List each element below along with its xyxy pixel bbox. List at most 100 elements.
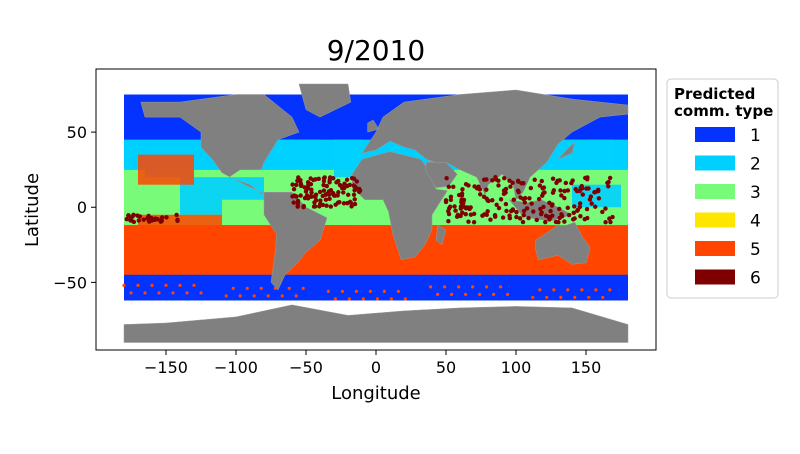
landmass-uk — [367, 119, 380, 133]
point-type-6 — [554, 180, 559, 186]
point-type-6 — [446, 184, 452, 190]
point-type-6 — [558, 188, 563, 193]
ocean-speck-type-5 — [347, 297, 351, 301]
ocean-patch-type-5 — [320, 225, 348, 253]
ocean-speck-type-5 — [552, 288, 556, 292]
landmass-australia — [535, 221, 591, 265]
landmass-south-america — [263, 191, 328, 291]
ocean-speck-type-5 — [238, 294, 242, 298]
point-type-6 — [291, 187, 297, 192]
point-type-6 — [174, 212, 179, 218]
point-type-6 — [463, 206, 469, 211]
ocean-speck-type-5 — [429, 285, 433, 289]
point-type-6 — [572, 216, 577, 221]
point-type-6 — [466, 219, 471, 224]
point-type-6 — [485, 198, 490, 203]
ocean-speck-type-5 — [566, 288, 570, 292]
point-type-6 — [494, 202, 499, 208]
point-type-6 — [471, 211, 477, 217]
ocean-speck-type-5 — [301, 286, 305, 290]
ocean-speck-type-5 — [594, 288, 598, 292]
ocean-speck-type-5 — [545, 295, 549, 300]
y-tick-label: −50 — [53, 273, 87, 292]
point-type-6 — [341, 190, 346, 195]
point-type-6 — [566, 212, 572, 218]
ocean-speck-type-5 — [354, 289, 358, 293]
point-type-6 — [521, 213, 526, 218]
landmass-eurasia — [361, 89, 629, 201]
x-tick-label: 100 — [501, 358, 532, 377]
point-type-6 — [136, 218, 141, 223]
legend-swatch-6 — [695, 269, 735, 285]
point-type-6 — [503, 201, 509, 207]
point-type-6 — [565, 205, 570, 211]
point-type-6 — [510, 180, 515, 186]
x-tick-label: 150 — [571, 358, 602, 377]
point-type-6 — [452, 204, 457, 209]
legend-label-5: 5 — [750, 240, 761, 260]
ocean-patch-type-2 — [271, 139, 320, 163]
ocean-speck-type-5 — [192, 283, 196, 287]
point-type-6 — [603, 219, 608, 225]
point-type-6 — [463, 211, 468, 217]
point-type-6 — [490, 178, 495, 183]
point-type-6 — [496, 178, 501, 183]
point-type-6 — [306, 182, 311, 188]
landmass-japan — [557, 141, 576, 160]
point-type-6 — [481, 177, 487, 182]
point-type-6 — [498, 197, 504, 202]
point-type-6 — [521, 208, 527, 214]
point-type-6 — [563, 180, 569, 186]
ocean-speck-type-5 — [164, 283, 168, 287]
point-type-6 — [349, 204, 354, 209]
ocean-speck-type-5 — [457, 285, 461, 289]
ocean-speck-type-5 — [601, 295, 605, 300]
point-type-6 — [496, 205, 502, 211]
x-tick-label: −50 — [289, 358, 323, 377]
point-type-6 — [550, 202, 555, 207]
ocean-speck-type-5 — [531, 295, 535, 300]
x-axis-label: Longitude — [331, 383, 421, 404]
legend-swatch-5 — [695, 241, 735, 256]
point-type-6 — [130, 214, 135, 219]
point-type-6 — [484, 212, 489, 217]
ocean-speck-type-5 — [375, 297, 379, 301]
point-type-6 — [556, 219, 561, 225]
point-type-6 — [492, 213, 498, 218]
point-type-6 — [541, 191, 546, 196]
ocean-patch-type-5 — [138, 214, 222, 226]
point-type-6 — [543, 219, 548, 225]
point-type-6 — [502, 176, 507, 181]
point-type-6 — [316, 176, 321, 182]
ocean-speck-type-5 — [294, 294, 298, 298]
point-type-6 — [536, 196, 542, 202]
point-type-6 — [541, 204, 546, 210]
point-type-6 — [317, 189, 323, 195]
point-type-6 — [320, 202, 326, 208]
point-type-6 — [521, 181, 526, 186]
point-type-6 — [311, 177, 316, 183]
point-type-6 — [312, 200, 317, 205]
legend: Predicted comm. type 1 2 3 4 5 6 — [666, 78, 779, 299]
point-type-6 — [532, 177, 537, 182]
point-type-6 — [291, 200, 296, 205]
point-type-6 — [447, 204, 453, 209]
point-type-6 — [339, 185, 345, 191]
point-type-6 — [318, 198, 323, 203]
ocean-speck-type-5 — [436, 292, 440, 297]
point-type-6 — [522, 195, 528, 201]
point-type-6 — [485, 209, 490, 214]
point-type-6 — [354, 179, 360, 184]
point-type-6 — [528, 185, 534, 191]
point-type-6 — [295, 198, 301, 204]
point-type-6 — [607, 216, 612, 221]
legend-title-line2: comm. type — [674, 102, 773, 120]
y-tick-label: 0 — [77, 198, 87, 217]
ocean-speck-type-5 — [231, 286, 235, 290]
point-type-6 — [313, 194, 318, 200]
point-type-6 — [301, 205, 306, 210]
point-type-6 — [299, 183, 304, 189]
landmass-madagascar — [435, 224, 447, 246]
ocean-speck-type-5 — [326, 289, 330, 293]
